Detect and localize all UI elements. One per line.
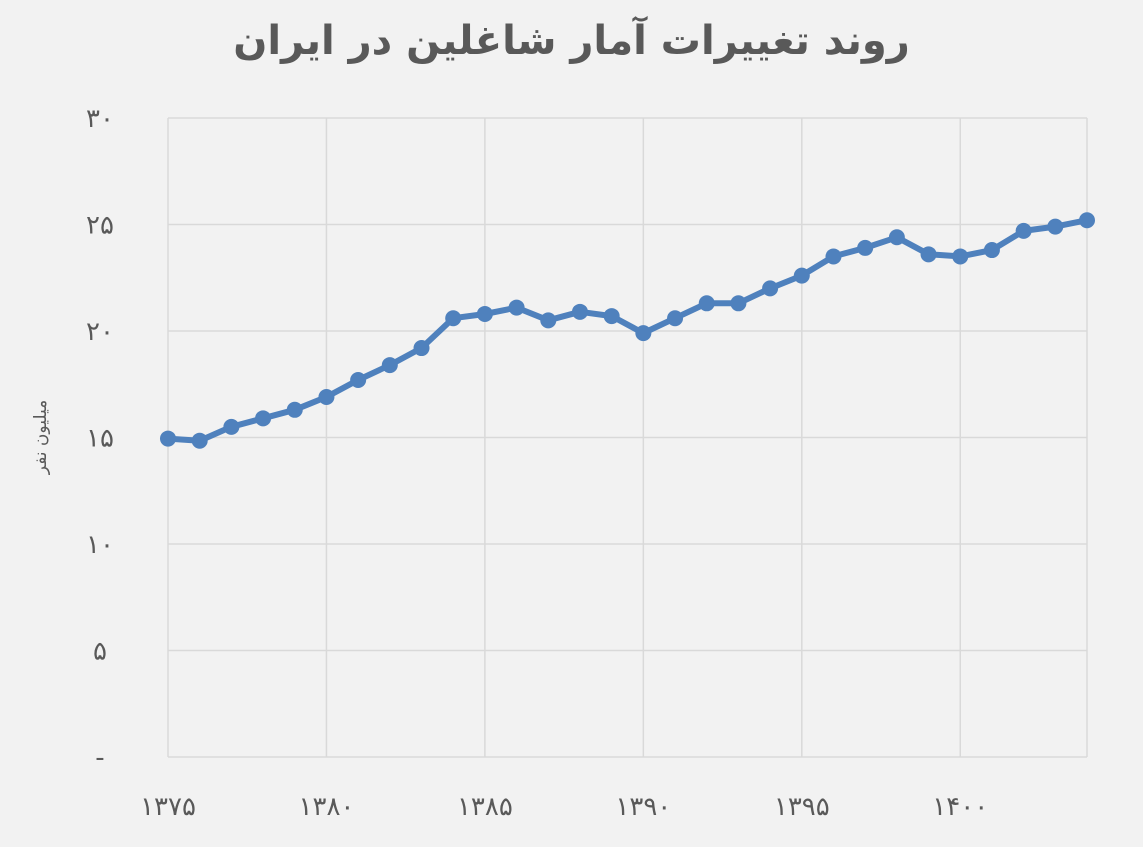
data-point — [540, 312, 557, 329]
x-tick-label: ۱۳۹۰ — [615, 792, 671, 822]
data-point — [191, 432, 208, 449]
series — [160, 212, 1095, 449]
data-point — [286, 401, 303, 418]
y-tick-label: ۱۵ — [86, 424, 114, 454]
data-point — [255, 410, 272, 427]
data-point — [698, 295, 715, 312]
data-point — [635, 325, 652, 342]
y-tick-label: - — [95, 743, 104, 773]
x-tick-label: ۱۳۷۵ — [140, 792, 196, 822]
data-point — [571, 303, 588, 320]
x-tick-label: ۱۴۰۰ — [932, 792, 988, 822]
data-point — [952, 248, 969, 265]
data-point — [508, 299, 525, 316]
data-point — [413, 340, 430, 357]
x-tick-label: ۱۳۹۵ — [774, 792, 830, 822]
data-point — [1079, 212, 1095, 229]
chart-title: روند تغییرات آمار شاغلین در ایران — [233, 18, 910, 64]
data-point — [667, 310, 684, 327]
y-tick-label: ۲۰ — [86, 317, 114, 347]
data-point — [762, 280, 779, 297]
data-point — [350, 371, 367, 388]
data-point — [825, 248, 842, 265]
data-point — [476, 305, 493, 322]
axes: - ۵ ۱۰ ۱۵ ۲۰ ۲۵ ۳۰ ۱۳۷۵ ۱۳۸۰ ۱۳۸۵ ۱۳۹۰ ۱۳۹۵ ۱۴۰۰ — [86, 104, 988, 822]
data-point — [160, 430, 176, 447]
data-point — [445, 310, 462, 327]
data-point — [381, 357, 398, 374]
y-tick-label: ۳۰ — [86, 104, 114, 134]
data-point — [603, 308, 620, 325]
y-tick-label: ۲۵ — [86, 211, 114, 241]
x-tick-label: ۱۳۸۰ — [299, 792, 355, 822]
grid — [167, 117, 1088, 758]
data-point — [857, 239, 874, 256]
y-tick-label: ۵ — [93, 637, 107, 667]
data-point — [1047, 218, 1064, 235]
data-point — [888, 229, 905, 246]
y-tick-label: ۱۰ — [86, 530, 114, 560]
x-tick-label: ۱۳۸۵ — [457, 792, 513, 822]
y-axis-label: میلیون نفر — [31, 400, 51, 475]
data-point — [1015, 222, 1032, 239]
data-point — [223, 418, 240, 435]
data-point — [983, 242, 1000, 259]
data-point — [920, 246, 937, 263]
data-point — [730, 295, 747, 312]
data-point — [793, 267, 810, 284]
data-point — [318, 389, 335, 406]
